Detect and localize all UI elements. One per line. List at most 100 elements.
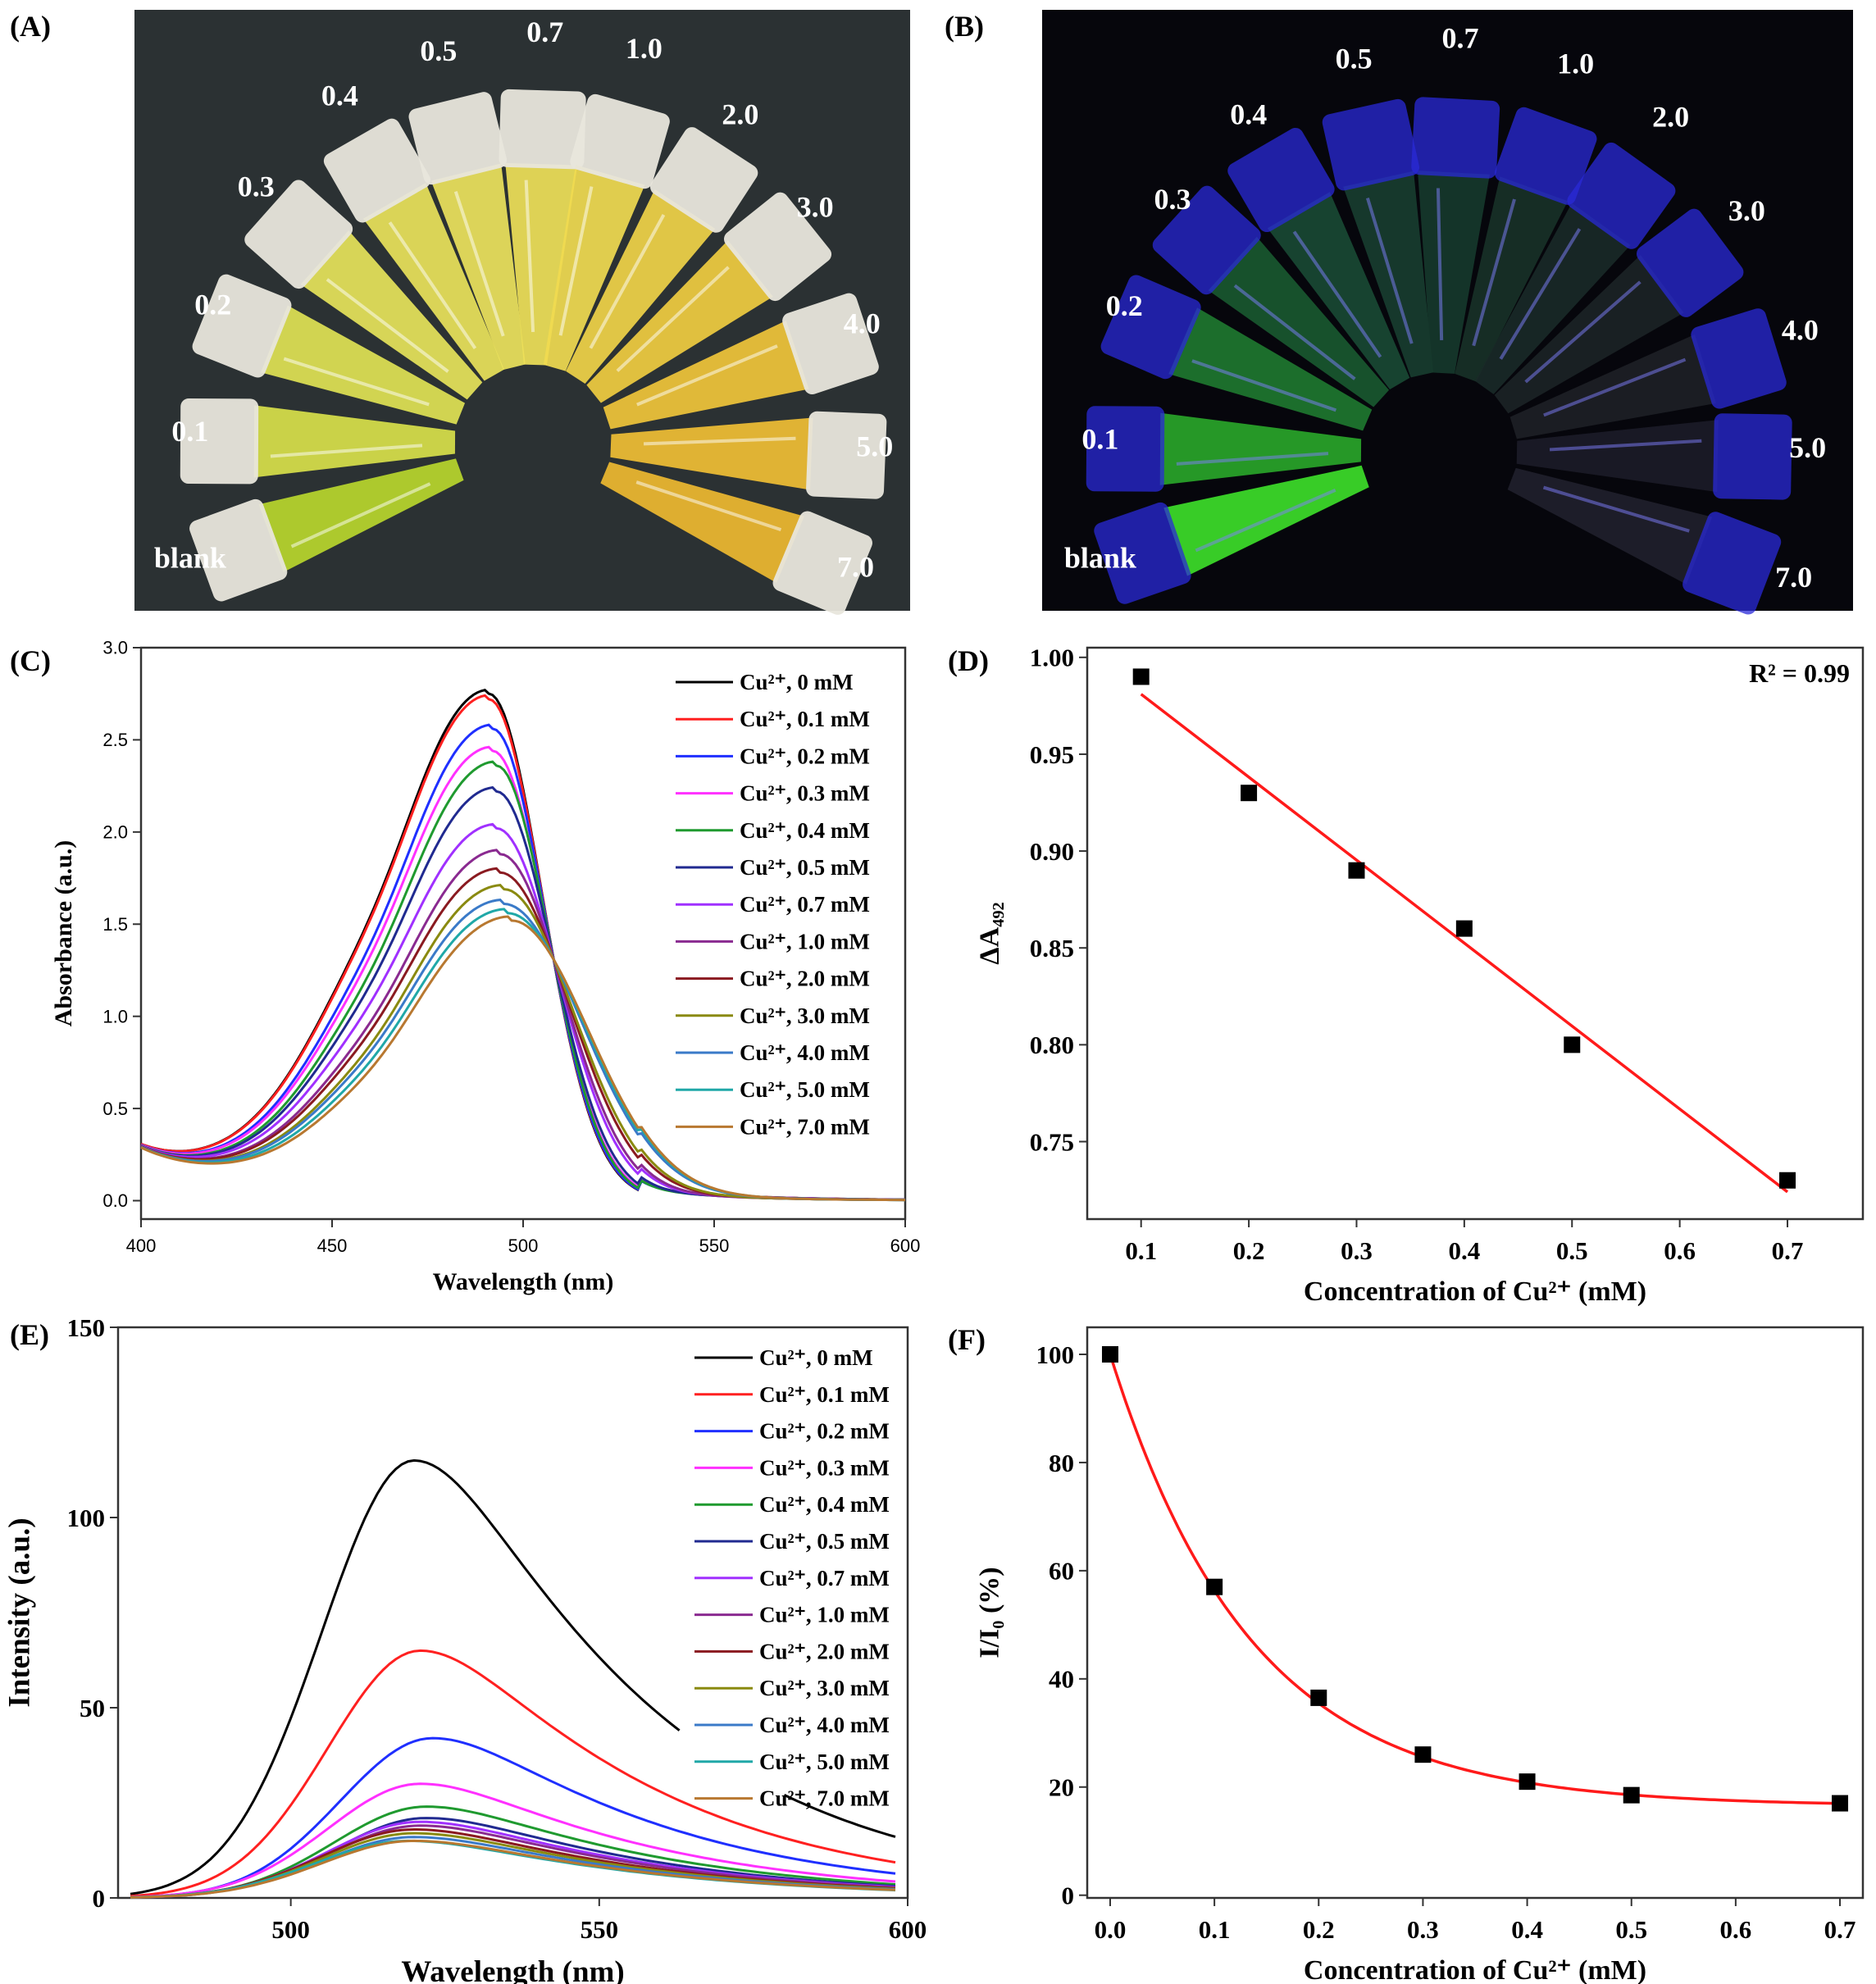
tube-highlight [1233,284,1356,380]
tube-cap [1322,98,1420,191]
series-line [130,1649,896,1898]
y-tick-label: 0.85 [1030,934,1074,962]
x-tick-label: 0.7 [1824,1915,1856,1944]
legend-label: Cu²⁺, 3.0 mM [759,1676,890,1700]
tube-body [1343,171,1434,378]
legend-label: Cu²⁺, 0.4 mM [740,818,870,843]
legend-label: Cu²⁺, 0 mM [759,1345,873,1370]
r-squared-annotation: R² = 0.99 [1749,658,1850,688]
tube-body [566,189,716,385]
legend-label: Cu²⁺, 0.7 mM [759,1566,890,1590]
legend-label: Cu²⁺, 4.0 mM [740,1040,870,1065]
x-tick-label: 0.2 [1233,1236,1265,1265]
tube-cap [1691,308,1787,409]
tube [499,89,586,366]
tube-cap [1494,107,1597,205]
legend-label: Cu²⁺, 0.1 mM [740,707,870,731]
x-tick-label: 500 [271,1915,310,1944]
x-tick-label: 600 [890,1235,921,1256]
data-point [1348,862,1365,879]
y-tick-label: 0 [1062,1882,1075,1910]
tube-body [586,240,773,403]
tube-label: 4.0 [1782,313,1819,346]
tube-cap [244,180,353,289]
data-point [1414,1746,1432,1763]
legend-label: Cu²⁺, 4.0 mM [759,1713,890,1737]
x-tick-label: 0.3 [1341,1236,1373,1265]
legend-label: Cu²⁺, 1.0 mM [759,1603,890,1627]
tube-cap [499,89,586,170]
x-tick-label: 0.2 [1303,1915,1335,1944]
y-tick-label: 20 [1049,1773,1074,1802]
data-point [1519,1773,1536,1791]
legend-label: Cu²⁺, 0.5 mM [740,855,870,880]
tube-highlight [270,444,423,458]
legend-label: Cu²⁺, 5.0 mM [740,1077,870,1102]
tube-body [1455,176,1569,382]
y-tick-label: 60 [1049,1557,1074,1586]
tube-cap [1411,97,1500,179]
tube-highlight [283,357,430,407]
tube-highlight [643,436,796,446]
tube-highlight [1549,439,1702,452]
legend-label: Cu²⁺, 0.5 mM [759,1529,890,1554]
data-point [1832,1795,1849,1812]
tube-highlight [589,214,666,349]
tube-label: blank [1064,542,1136,575]
y-axis-title: Intensity (a.u.) [2,1518,36,1707]
y-axis-title: ΔA₄₉₂ [974,902,1004,964]
tube-label: 7.0 [1775,561,1812,594]
fit-line [1109,1354,1841,1805]
tube [1100,275,1373,431]
plot-frame [1086,1326,1865,1900]
tube-label: 0.3 [1154,183,1191,216]
tube-highlight [1176,452,1329,466]
tube-body [1516,420,1719,493]
tube-highlight [1542,485,1690,533]
tube [566,127,758,385]
tube-label: 0.2 [194,288,231,321]
tube-cap [570,93,670,189]
tube [1474,142,1676,394]
tube [1494,208,1744,414]
legend-label: Cu²⁺, 1.0 mM [740,929,870,953]
series-line [140,915,906,1202]
tube-label: 0.5 [420,34,457,67]
y-tick-label: 1.5 [102,914,128,935]
tube-cap [1713,413,1792,500]
tube-label: 5.0 [856,430,893,463]
tube [192,274,466,425]
panel-label-a: (A) [10,10,51,43]
plot-frame [116,1326,909,1900]
tube [244,180,483,400]
y-tick-label: 100 [67,1504,106,1532]
panel-label-e: (E) [10,1318,49,1351]
tube-body [1267,192,1410,389]
x-axis-title: Concentration of Cu²⁺ (mM) [1304,1955,1646,1984]
legend-label: Cu²⁺, 0 mM [740,670,854,694]
x-axis-title: Wavelength (nm) [401,1955,624,1984]
x-tick-label: 0.1 [1125,1236,1157,1265]
tube [180,398,456,485]
tube [1509,308,1787,439]
y-tick-label: 150 [67,1313,106,1342]
tube [323,118,504,381]
legend-label: Cu²⁺, 0.7 mM [740,892,870,917]
x-tick-label: 0.4 [1511,1915,1543,1944]
tube-label: 2.0 [1652,101,1689,134]
legend-label: Cu²⁺, 0.3 mM [740,781,870,806]
series-line [130,1782,896,1899]
tube-highlight [558,186,594,336]
y-tick-label: 2.0 [102,822,128,843]
tube-body [1168,307,1373,431]
series-line [130,1458,896,1895]
tube [408,92,526,371]
tube [600,462,872,615]
tube [189,458,464,602]
tube-cap [650,127,758,233]
tube-cap [189,498,288,602]
x-tick-label: 0.7 [1772,1236,1804,1265]
tube-cap [408,92,508,185]
data-point [1241,785,1258,802]
tube-label: 0.7 [526,16,563,48]
